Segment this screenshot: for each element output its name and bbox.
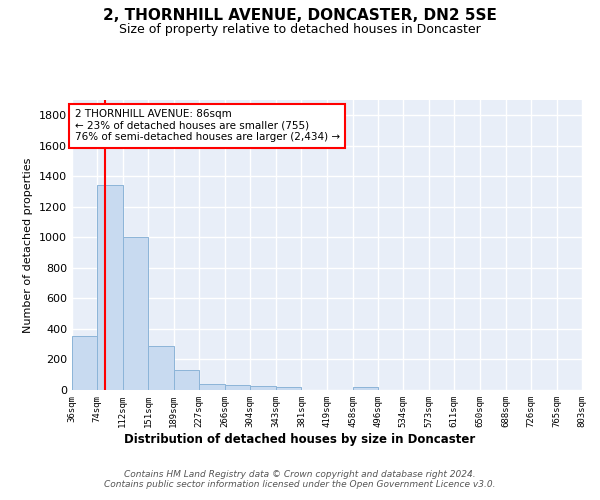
Bar xyxy=(276,388,301,390)
Text: Distribution of detached houses by size in Doncaster: Distribution of detached houses by size … xyxy=(124,432,476,446)
Bar xyxy=(199,384,225,390)
Text: 2 THORNHILL AVENUE: 86sqm
← 23% of detached houses are smaller (755)
76% of semi: 2 THORNHILL AVENUE: 86sqm ← 23% of detac… xyxy=(74,109,340,142)
Bar xyxy=(148,346,174,390)
Bar xyxy=(72,336,97,390)
Bar xyxy=(225,384,250,390)
Text: 2, THORNHILL AVENUE, DONCASTER, DN2 5SE: 2, THORNHILL AVENUE, DONCASTER, DN2 5SE xyxy=(103,8,497,22)
Text: Contains HM Land Registry data © Crown copyright and database right 2024.
Contai: Contains HM Land Registry data © Crown c… xyxy=(104,470,496,490)
Y-axis label: Number of detached properties: Number of detached properties xyxy=(23,158,34,332)
Bar xyxy=(97,186,122,390)
Bar xyxy=(122,236,148,390)
Text: Size of property relative to detached houses in Doncaster: Size of property relative to detached ho… xyxy=(119,22,481,36)
Bar xyxy=(353,387,378,390)
Bar xyxy=(174,370,199,390)
Bar xyxy=(250,386,276,390)
